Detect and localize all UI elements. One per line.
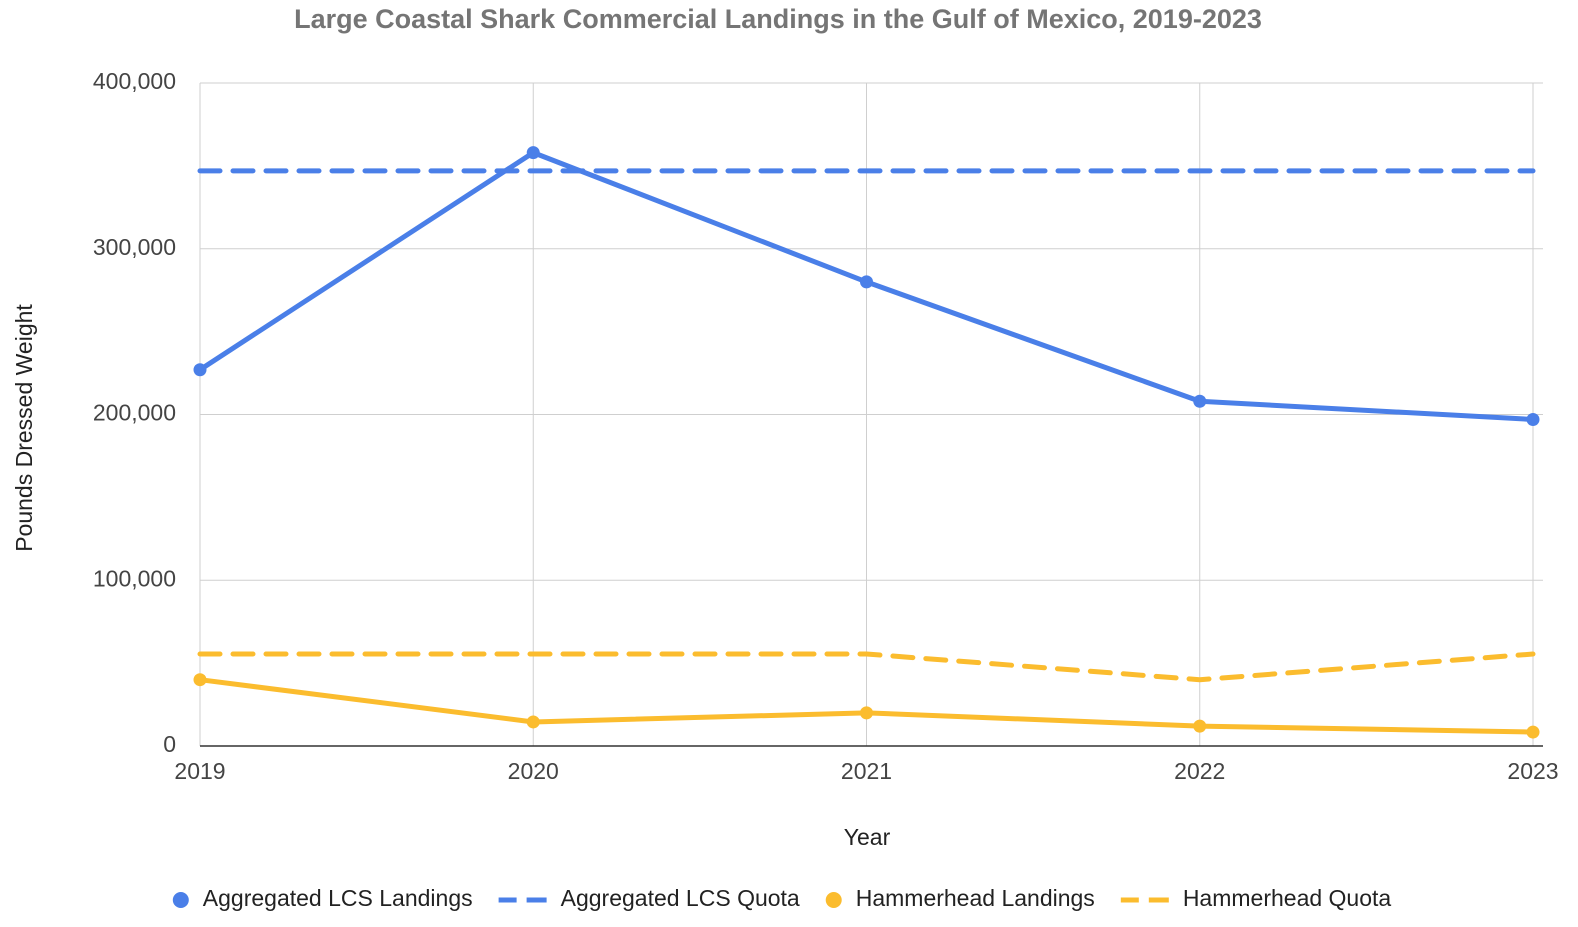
y-tick-label: 100,000 — [93, 565, 176, 591]
y-tick-label: 0 — [163, 731, 176, 757]
data-point — [193, 673, 207, 687]
legend-item: Aggregated LCS Quota — [498, 885, 800, 911]
data-point — [1526, 725, 1540, 739]
x-tick-label: 2021 — [841, 758, 892, 784]
legend-label: Hammerhead Quota — [1183, 885, 1392, 911]
y-tick-label: 200,000 — [93, 400, 176, 426]
y-axis-title: Pounds Dressed Weight — [11, 304, 37, 552]
x-tick-label: 2023 — [1507, 758, 1558, 784]
x-axis-title: Year — [844, 824, 891, 850]
x-tick-label: 2020 — [508, 758, 559, 784]
legend-item: Aggregated LCS Landings — [172, 885, 473, 911]
data-point — [193, 363, 207, 377]
x-tick-label: 2019 — [174, 758, 225, 784]
data-point — [860, 275, 873, 289]
legend-swatch — [825, 892, 842, 908]
data-point — [860, 706, 873, 720]
data-point — [1526, 412, 1540, 426]
legend-item: Hammerhead Quota — [1120, 885, 1392, 911]
chart-title: Large Coastal Shark Commercial Landings … — [294, 4, 1262, 34]
data-point — [526, 146, 540, 160]
data-point — [1193, 719, 1207, 733]
legend-swatch — [172, 892, 189, 908]
legend-label: Hammerhead Landings — [856, 885, 1095, 911]
legend-label: Aggregated LCS Landings — [203, 885, 473, 911]
data-point — [1193, 394, 1207, 408]
series-line — [197, 651, 1536, 683]
y-tick-label: 400,000 — [93, 68, 176, 94]
x-tick-label: 2022 — [1174, 758, 1225, 784]
legend-label: Aggregated LCS Quota — [561, 885, 800, 911]
legend: Aggregated LCS Landings Aggregated LCS Qu… — [172, 885, 1392, 911]
legend-item: Hammerhead Landings — [825, 885, 1095, 911]
data-point — [526, 715, 540, 729]
y-tick-label: 300,000 — [93, 234, 176, 260]
